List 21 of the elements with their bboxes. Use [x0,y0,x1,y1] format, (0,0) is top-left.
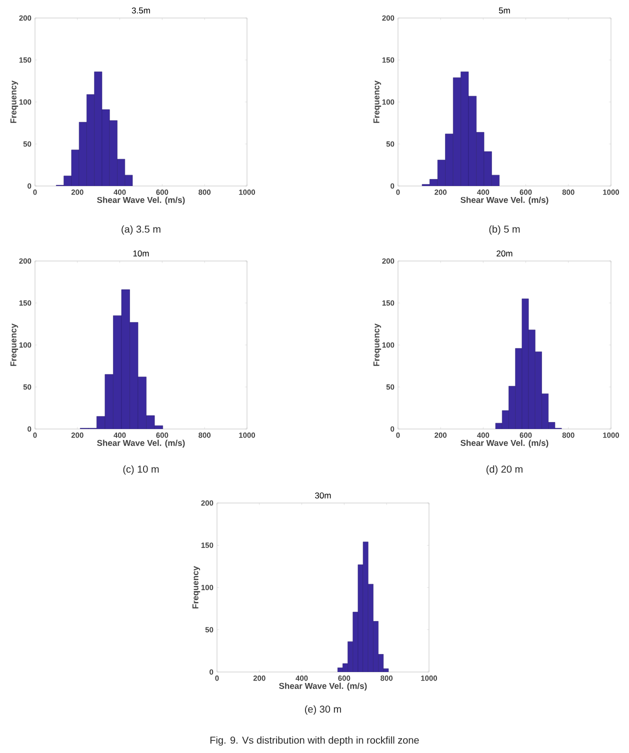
y-axis-title: Frequency [373,324,382,366]
x-axis-title: Shear Wave Vel. (m/s) [97,440,185,448]
text: (d) 20 m [486,465,522,475]
caption: Fig. 9. Vs distribution with depth in rockfill zone [210,736,419,746]
text: (c) 10 m [123,465,159,475]
x-axis-title: Shear Wave Vel. (m/s) [460,196,548,205]
text: (e) 30 m [305,705,341,715]
chart-title: 3.5m [132,7,150,14]
text: (b) 5 m [489,225,520,235]
chart-title: 5m [498,8,510,14]
chart-title: 30m [315,492,331,498]
chart-title: 10m [133,250,149,256]
y-axis-title: Frequency [373,80,382,123]
x-axis-title: Shear Wave Vel. (m/s) [97,196,185,205]
x-axis-title: Shear Wave Vel. (m/s) [279,682,367,691]
y-axis-title: Frequency [192,566,200,608]
text: (a) 3.5 m [122,225,160,235]
chart-title: 20m [496,250,512,256]
y-axis-title: Frequency [10,324,18,366]
y-axis-title: Frequency [10,80,18,123]
x-axis-title: Shear Wave Vel. (m/s) [460,440,548,448]
